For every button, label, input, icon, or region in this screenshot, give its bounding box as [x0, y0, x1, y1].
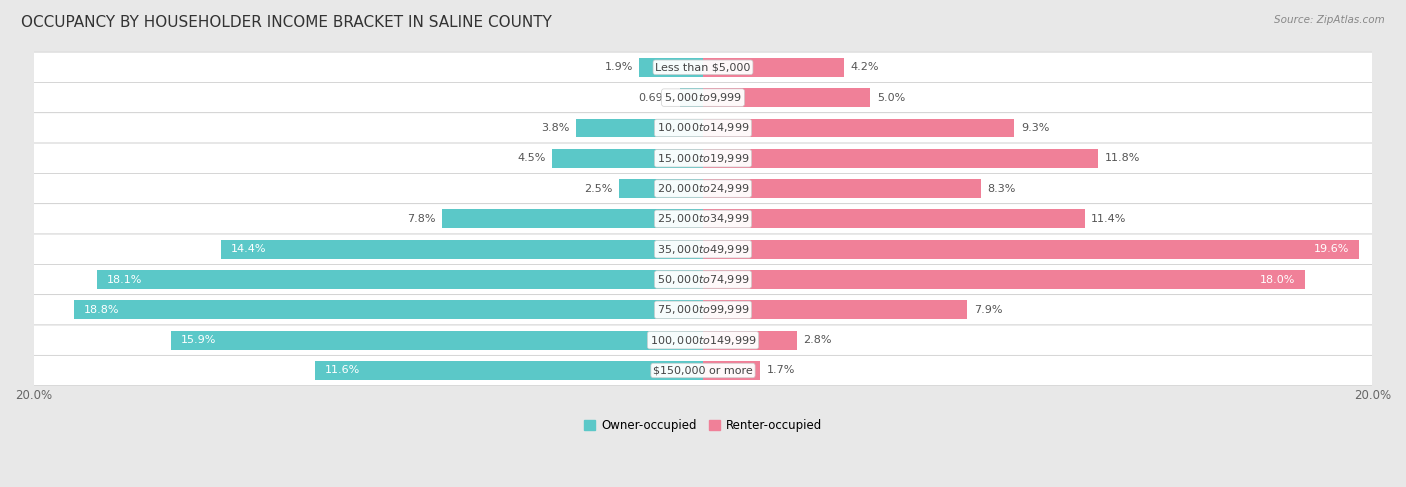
Bar	[703, 300, 967, 319]
Bar	[703, 361, 759, 380]
Text: $25,000 to $34,999: $25,000 to $34,999	[657, 212, 749, 225]
FancyBboxPatch shape	[32, 173, 1374, 204]
Bar	[315, 361, 703, 380]
Bar	[553, 149, 703, 168]
Text: 3.8%: 3.8%	[541, 123, 569, 133]
Text: 0.69%: 0.69%	[638, 93, 673, 103]
FancyBboxPatch shape	[32, 82, 1374, 113]
Bar	[703, 209, 1084, 228]
Text: 20.0%: 20.0%	[1354, 389, 1391, 402]
Text: 9.3%: 9.3%	[1021, 123, 1049, 133]
Bar	[576, 118, 703, 137]
Bar	[441, 209, 703, 228]
Text: $5,000 to $9,999: $5,000 to $9,999	[664, 91, 742, 104]
Text: 1.7%: 1.7%	[766, 365, 794, 375]
Text: 1.9%: 1.9%	[605, 62, 633, 72]
Bar	[703, 58, 844, 76]
FancyBboxPatch shape	[32, 204, 1374, 234]
Bar	[681, 88, 703, 107]
Text: OCCUPANCY BY HOUSEHOLDER INCOME BRACKET IN SALINE COUNTY: OCCUPANCY BY HOUSEHOLDER INCOME BRACKET …	[21, 15, 553, 30]
FancyBboxPatch shape	[32, 234, 1374, 264]
Bar	[703, 149, 1098, 168]
Bar	[703, 240, 1360, 259]
Text: 2.8%: 2.8%	[803, 335, 832, 345]
Text: 20.0%: 20.0%	[15, 389, 52, 402]
Bar	[703, 179, 981, 198]
Text: $75,000 to $99,999: $75,000 to $99,999	[657, 303, 749, 317]
Text: 5.0%: 5.0%	[877, 93, 905, 103]
Text: 11.4%: 11.4%	[1091, 214, 1126, 224]
FancyBboxPatch shape	[32, 295, 1374, 325]
Bar	[619, 179, 703, 198]
Text: $35,000 to $49,999: $35,000 to $49,999	[657, 243, 749, 256]
Bar	[221, 240, 703, 259]
Text: $100,000 to $149,999: $100,000 to $149,999	[650, 334, 756, 347]
Text: 18.1%: 18.1%	[107, 275, 142, 284]
Bar	[703, 270, 1306, 289]
Text: 7.8%: 7.8%	[406, 214, 436, 224]
Text: 4.5%: 4.5%	[517, 153, 546, 163]
Text: 19.6%: 19.6%	[1313, 244, 1348, 254]
Text: 4.2%: 4.2%	[851, 62, 879, 72]
Text: 18.8%: 18.8%	[84, 305, 120, 315]
FancyBboxPatch shape	[32, 52, 1374, 82]
Bar	[703, 331, 797, 350]
Text: $20,000 to $24,999: $20,000 to $24,999	[657, 182, 749, 195]
Text: Source: ZipAtlas.com: Source: ZipAtlas.com	[1274, 15, 1385, 25]
Bar	[703, 118, 1014, 137]
Text: Less than $5,000: Less than $5,000	[655, 62, 751, 72]
Text: 14.4%: 14.4%	[231, 244, 267, 254]
Text: $150,000 or more: $150,000 or more	[654, 365, 752, 375]
Text: 18.0%: 18.0%	[1260, 275, 1295, 284]
Bar	[73, 300, 703, 319]
Text: 11.8%: 11.8%	[1105, 153, 1140, 163]
Text: 2.5%: 2.5%	[585, 184, 613, 193]
Text: 8.3%: 8.3%	[987, 184, 1017, 193]
Text: $10,000 to $14,999: $10,000 to $14,999	[657, 121, 749, 134]
FancyBboxPatch shape	[32, 264, 1374, 295]
Text: 15.9%: 15.9%	[181, 335, 217, 345]
FancyBboxPatch shape	[32, 143, 1374, 173]
FancyBboxPatch shape	[32, 113, 1374, 143]
Text: $15,000 to $19,999: $15,000 to $19,999	[657, 152, 749, 165]
Bar	[97, 270, 703, 289]
FancyBboxPatch shape	[32, 356, 1374, 386]
Bar	[703, 88, 870, 107]
Legend: Owner-occupied, Renter-occupied: Owner-occupied, Renter-occupied	[579, 414, 827, 437]
FancyBboxPatch shape	[32, 325, 1374, 356]
Bar	[640, 58, 703, 76]
Text: $50,000 to $74,999: $50,000 to $74,999	[657, 273, 749, 286]
Text: 11.6%: 11.6%	[325, 365, 360, 375]
Bar	[170, 331, 703, 350]
Text: 7.9%: 7.9%	[974, 305, 1002, 315]
